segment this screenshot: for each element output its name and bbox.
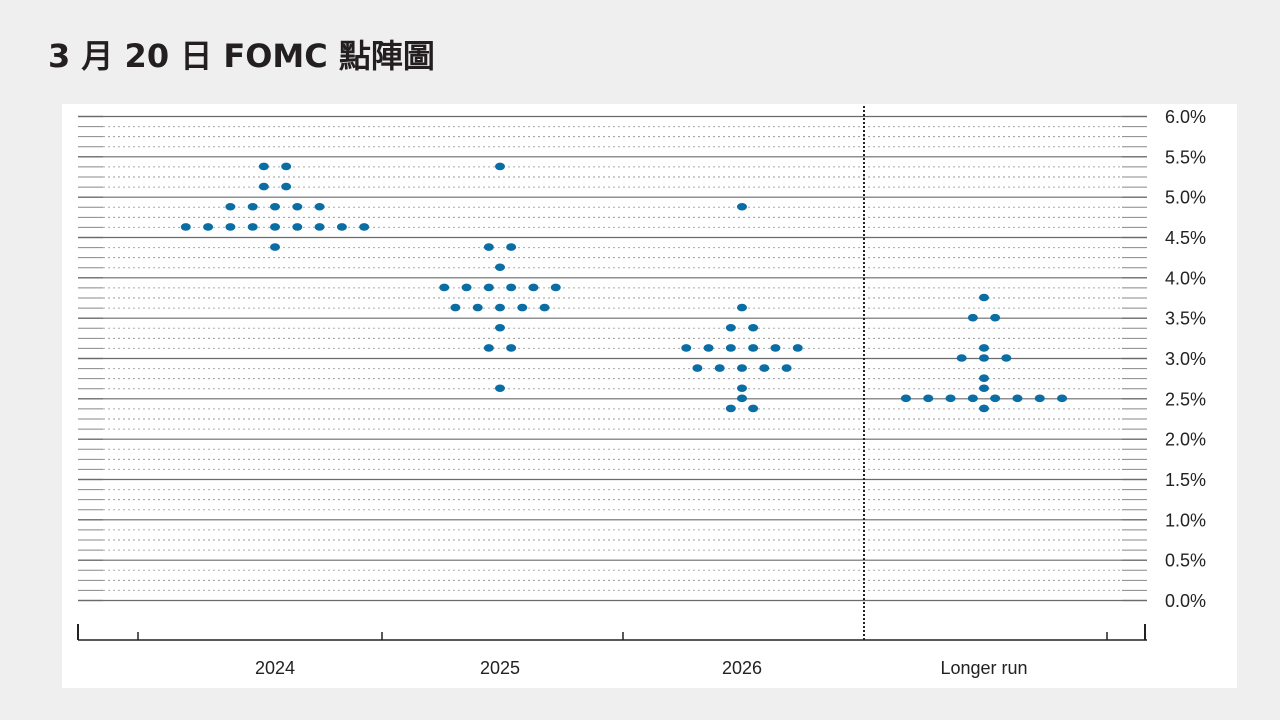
dot-2025 xyxy=(528,283,539,292)
dot-2024 xyxy=(270,202,280,211)
dot-2026 xyxy=(748,404,759,413)
dot-longer-run xyxy=(945,394,956,403)
dot-longer-run xyxy=(979,354,989,362)
dot-2024 xyxy=(258,162,269,171)
dot-2026 xyxy=(714,364,725,372)
dot-2026 xyxy=(737,384,747,393)
dot-2025 xyxy=(483,344,494,352)
dot-longer-run xyxy=(990,394,1001,403)
dot-2025 xyxy=(483,283,494,292)
dot-2025 xyxy=(495,323,505,332)
chart-panel: 6.0% 5.5% 5.0% 4.5% 4.0% 3.5% 3.0% 2.5% 2.0% 1.5%… xyxy=(62,104,1237,688)
dot-2026 xyxy=(737,202,747,211)
dot-2026 xyxy=(737,364,747,372)
dot-longer-run xyxy=(967,394,978,403)
dot-2024 xyxy=(292,202,303,211)
x-tick-label: 2026 xyxy=(722,658,762,678)
y-tick-label: 2.0% xyxy=(1165,430,1206,450)
page-title: 3 月 20 日 FOMC 點陣圖 xyxy=(48,37,435,75)
dot-plot-chart: 6.0% 5.5% 5.0% 4.5% 4.0% 3.5% 3.0% 2.5% 2.0% 1.5%… xyxy=(77,106,1206,678)
y-tick-label: 3.5% xyxy=(1165,309,1206,329)
dots-layer xyxy=(180,162,1068,413)
dot-2025 xyxy=(472,303,483,312)
y-tick-label: 2.5% xyxy=(1165,389,1206,409)
dot-2025 xyxy=(450,303,461,312)
dot-2024 xyxy=(225,223,236,231)
dot-2026 xyxy=(725,404,736,413)
dot-2026 xyxy=(748,344,759,352)
dot-2024 xyxy=(180,223,191,231)
dot-2026 xyxy=(737,394,747,403)
dot-2024 xyxy=(270,223,280,231)
dot-longer-run xyxy=(979,384,989,393)
dot-2025 xyxy=(495,303,505,312)
dot-2025 xyxy=(461,283,472,292)
y-tick-label: 5.5% xyxy=(1165,147,1206,167)
dot-2025 xyxy=(483,243,494,251)
dot-longer-run xyxy=(990,313,1001,322)
dot-2025 xyxy=(517,303,528,312)
dot-2024 xyxy=(281,162,292,171)
dot-2026 xyxy=(737,303,747,312)
dot-2026 xyxy=(781,364,792,372)
y-tick-label: 5.0% xyxy=(1165,188,1206,208)
y-tick-label: 0.0% xyxy=(1165,591,1206,611)
dot-2024 xyxy=(336,223,347,231)
y-tick-label: 4.0% xyxy=(1165,268,1206,288)
dot-2026 xyxy=(759,364,770,372)
dot-2026 xyxy=(792,344,803,352)
dot-2024 xyxy=(292,223,303,231)
y-tick-label: 6.0% xyxy=(1165,107,1206,127)
dot-2025 xyxy=(506,344,517,352)
dot-2025 xyxy=(495,263,505,272)
dot-2024 xyxy=(247,223,258,231)
y-tick-label: 4.5% xyxy=(1165,228,1206,248)
x-tick-label: Longer run xyxy=(940,658,1027,678)
dot-2026 xyxy=(725,344,736,352)
dot-2024 xyxy=(314,202,325,211)
dot-longer-run xyxy=(979,404,989,413)
dot-longer-run xyxy=(1001,354,1012,362)
dot-2026 xyxy=(681,344,692,352)
dot-2024 xyxy=(247,202,258,211)
dot-2025 xyxy=(506,283,517,292)
dot-2024 xyxy=(203,223,214,231)
axis-layer: 6.0% 5.5% 5.0% 4.5% 4.0% 3.5% 3.0% 2.5% 2.0% 1.5%… xyxy=(77,106,1206,678)
dot-longer-run xyxy=(1012,394,1023,403)
dot-2025 xyxy=(495,384,505,393)
dot-longer-run xyxy=(967,313,978,322)
dot-2025 xyxy=(439,283,450,292)
dot-2026 xyxy=(725,323,736,332)
dot-2024 xyxy=(225,202,236,211)
y-tick-label: 1.5% xyxy=(1165,470,1206,490)
dot-2025 xyxy=(506,243,517,251)
dot-longer-run xyxy=(923,394,934,403)
dot-longer-run xyxy=(1057,394,1068,403)
dot-2026 xyxy=(770,344,781,352)
dot-longer-run xyxy=(979,293,989,302)
y-tick-label: 3.0% xyxy=(1165,349,1206,369)
dot-2024 xyxy=(314,223,325,231)
dot-2024 xyxy=(270,243,280,251)
dot-2026 xyxy=(703,344,714,352)
y-tick-label: 0.5% xyxy=(1165,551,1206,571)
dot-longer-run xyxy=(956,354,967,362)
dot-2025 xyxy=(550,283,561,292)
dot-2024 xyxy=(281,182,292,191)
dot-2026 xyxy=(692,364,703,372)
dot-longer-run xyxy=(1034,394,1045,403)
grid-layer xyxy=(78,115,1147,602)
dot-2025 xyxy=(539,303,550,312)
dot-2024 xyxy=(359,223,370,231)
dot-2025 xyxy=(495,162,505,171)
dot-longer-run xyxy=(979,344,989,352)
dot-longer-run xyxy=(900,394,911,403)
x-tick-label: 2024 xyxy=(255,658,295,678)
dot-longer-run xyxy=(979,374,989,382)
dot-2026 xyxy=(748,323,759,332)
x-tick-label: 2025 xyxy=(480,658,520,678)
dot-2024 xyxy=(258,182,269,191)
y-tick-label: 1.0% xyxy=(1165,510,1206,530)
